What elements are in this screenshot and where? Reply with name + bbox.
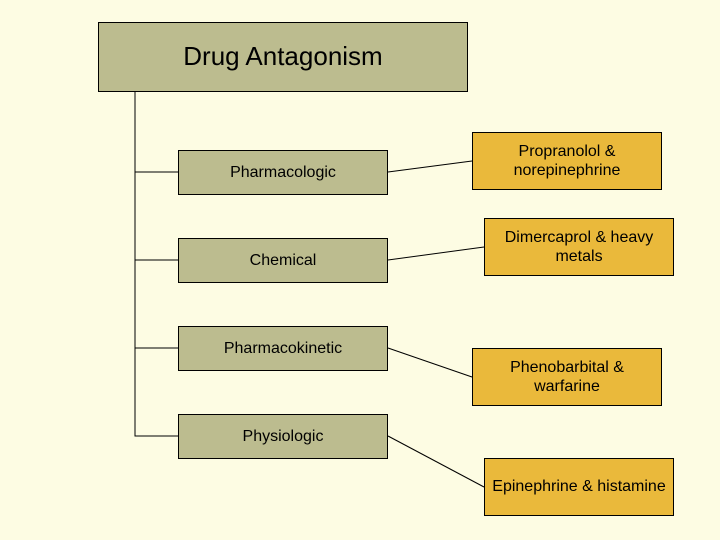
- example-node-ex3: Phenobarbital & warfarine: [472, 348, 662, 406]
- title-node: Drug Antagonism: [98, 22, 468, 92]
- connector-line: [388, 348, 472, 377]
- connector-line: [135, 92, 178, 436]
- example-label: Phenobarbital & warfarine: [477, 358, 657, 396]
- category-node-chemical: Chemical: [178, 238, 388, 283]
- category-node-pharmacokinetic: Pharmacokinetic: [178, 326, 388, 371]
- example-node-ex1: Propranolol & norepinephrine: [472, 132, 662, 190]
- category-node-physiologic: Physiologic: [178, 414, 388, 459]
- connector-line: [388, 436, 484, 487]
- category-label: Physiologic: [243, 427, 324, 446]
- title-text: Drug Antagonism: [183, 41, 382, 72]
- example-label: Dimercaprol & heavy metals: [489, 228, 669, 266]
- connector-line: [388, 247, 484, 260]
- category-label: Pharmacokinetic: [224, 339, 342, 358]
- example-label: Epinephrine & histamine: [492, 477, 665, 496]
- category-node-pharmacologic: Pharmacologic: [178, 150, 388, 195]
- category-label: Pharmacologic: [230, 163, 336, 182]
- connector-line: [388, 161, 472, 172]
- example-label: Propranolol & norepinephrine: [477, 142, 657, 180]
- example-node-ex2: Dimercaprol & heavy metals: [484, 218, 674, 276]
- example-node-ex4: Epinephrine & histamine: [484, 458, 674, 516]
- category-label: Chemical: [250, 251, 317, 270]
